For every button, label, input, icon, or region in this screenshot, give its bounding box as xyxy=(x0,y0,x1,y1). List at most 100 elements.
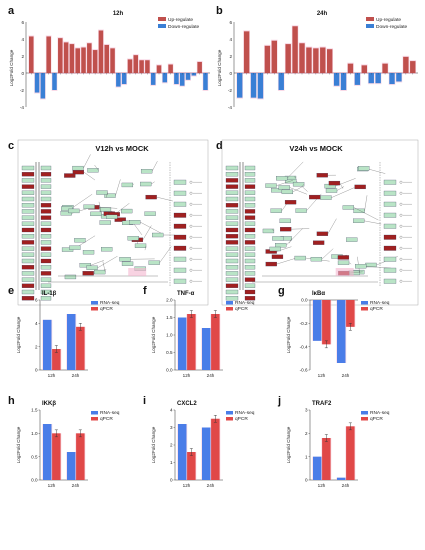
gene-node xyxy=(225,227,239,233)
legend-swatch xyxy=(91,417,98,421)
gene-node xyxy=(383,278,397,284)
y-axis-label: Log2Fold Change xyxy=(16,426,21,463)
gene-node xyxy=(383,267,397,273)
pathway-arrow xyxy=(302,184,305,186)
bar xyxy=(168,64,173,73)
gene-node xyxy=(173,179,187,185)
kegg-d-title: V24h vs MOCK xyxy=(289,144,343,153)
gene-node xyxy=(225,277,239,282)
gene-node xyxy=(173,223,187,229)
bar xyxy=(104,44,110,73)
bar xyxy=(347,63,354,73)
gene-node xyxy=(21,271,35,276)
bar-qpcr xyxy=(76,433,85,480)
compound-node xyxy=(399,268,403,272)
pathway-arrow xyxy=(115,179,121,196)
gene-node xyxy=(325,188,338,193)
gene-node xyxy=(320,195,332,200)
bar xyxy=(354,73,361,85)
gene-node xyxy=(265,183,277,188)
gene-node xyxy=(358,166,370,171)
pathway-arrow xyxy=(97,256,118,268)
x-tick-label: 24h xyxy=(207,483,215,488)
hilite-region xyxy=(128,268,147,276)
legend-label: RNA-seq xyxy=(235,300,255,306)
bar-rnaseq xyxy=(178,424,187,480)
y-axis-label: Log2Fold Change xyxy=(151,316,156,353)
gene-node xyxy=(101,247,113,252)
bar xyxy=(340,73,347,90)
gene-node xyxy=(312,240,325,245)
gene-node xyxy=(337,255,350,260)
bar xyxy=(81,47,86,73)
gene-node xyxy=(244,296,256,301)
bar xyxy=(250,73,257,98)
gene-node xyxy=(40,258,52,264)
gene-node xyxy=(40,178,52,183)
chart-b-bars xyxy=(233,22,418,107)
gene-node xyxy=(83,204,95,209)
gene-node xyxy=(21,221,35,226)
bar xyxy=(264,45,271,73)
bar-rnaseq xyxy=(202,427,211,480)
gene-node xyxy=(64,173,76,178)
gene-node xyxy=(21,184,35,189)
bar xyxy=(292,26,298,73)
gene-node xyxy=(225,296,239,301)
pathway-arrow xyxy=(366,266,392,269)
chart-j: j TRAF2 Log2Fold Change 0 1 2 3 12h 24h RNA-seqqP… xyxy=(277,395,390,488)
pathway-arrow xyxy=(83,154,91,169)
bar xyxy=(156,65,162,73)
gene-node xyxy=(244,252,256,257)
gene-node xyxy=(316,173,328,178)
x-tick-label: 24h xyxy=(342,483,350,488)
compound-node xyxy=(399,213,403,217)
gene-node xyxy=(21,265,35,270)
gene-node xyxy=(225,221,239,226)
bar-qpcr xyxy=(211,418,220,480)
pathway-arrow xyxy=(294,176,297,179)
legend-label: RNA-seq xyxy=(100,410,120,416)
gene-node xyxy=(244,283,256,288)
compound-node xyxy=(189,213,193,217)
gene-node xyxy=(346,237,358,242)
gene-node xyxy=(21,172,35,177)
gene-node xyxy=(72,165,84,171)
bar xyxy=(133,55,139,73)
gene-node xyxy=(173,201,187,207)
bar xyxy=(410,61,416,73)
legend-label-up: Up-regulate xyxy=(168,17,193,23)
x-tick-label: 24h xyxy=(342,373,350,378)
chart-f: f TNF-α Log2Fold Change 0.0 0.5 1.0 1.5 2.0 12h 2… xyxy=(143,285,255,378)
gene-node xyxy=(225,172,239,177)
compound-node xyxy=(189,268,193,272)
bar-rnaseq xyxy=(67,452,76,480)
gene-node xyxy=(114,217,126,222)
gene-node xyxy=(383,212,397,218)
gene-node xyxy=(271,254,284,259)
legend-swatch xyxy=(226,307,233,311)
y-tick-label: 0.0 xyxy=(31,478,38,483)
pathway-arrow xyxy=(292,186,303,193)
legend-label: RNA-seq xyxy=(100,300,120,306)
y-tick-label: 1 xyxy=(170,460,173,465)
legend-swatch xyxy=(361,301,368,305)
gene-node xyxy=(270,208,282,213)
gene-node xyxy=(294,255,306,261)
bar-rnaseq xyxy=(43,319,52,370)
gene-node xyxy=(21,283,35,288)
gene-node xyxy=(244,184,256,189)
gene-node xyxy=(40,234,52,239)
gene-node xyxy=(225,203,239,208)
bar xyxy=(285,44,291,73)
legend-swatch xyxy=(361,307,368,311)
pathway-arrow xyxy=(144,245,147,251)
kegg-c-map xyxy=(21,154,202,301)
gene-node xyxy=(96,190,108,195)
gene-node xyxy=(269,246,281,252)
gene-node xyxy=(21,240,35,245)
bar xyxy=(75,48,80,73)
bar xyxy=(150,73,156,85)
y-axis-label: Log2Fold Change xyxy=(151,426,156,463)
